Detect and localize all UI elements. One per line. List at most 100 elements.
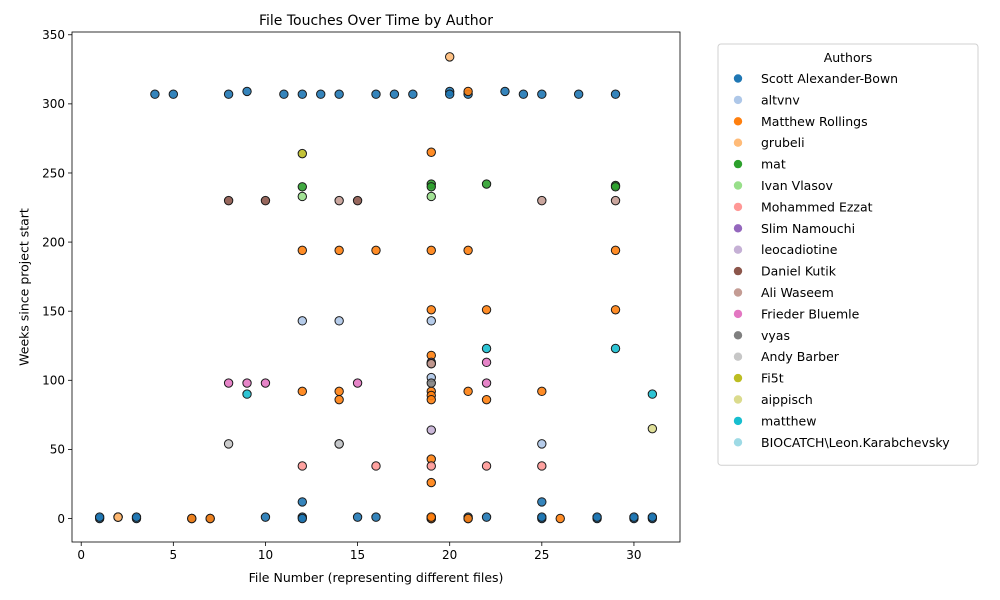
data-point	[481, 512, 492, 522]
data-point	[297, 386, 307, 397]
data-point	[463, 513, 473, 524]
data-point	[426, 512, 436, 522]
x-tick-label: 15	[350, 548, 365, 562]
data-point	[573, 89, 584, 99]
data-point	[297, 182, 307, 192]
legend-marker	[733, 331, 743, 340]
legend-label: Scott Alexander-Bown	[761, 71, 898, 86]
legend: Authors Scott Alexander-Bown altvnv Matthe…	[717, 43, 979, 466]
y-tick-label: 50	[50, 443, 65, 457]
legend-marker	[733, 309, 743, 319]
legend-entry: matthew	[733, 413, 816, 428]
legend-label: Matthew Rollings	[761, 114, 868, 129]
legend-label: matthew	[761, 413, 816, 428]
series-3	[113, 52, 455, 522]
legend-entry: Ivan Vlasov	[733, 178, 833, 193]
data-point	[242, 86, 252, 97]
data-point	[242, 378, 252, 388]
legend-entry: Mohammed Ezzat	[733, 199, 873, 214]
x-tick-label: 25	[534, 548, 549, 562]
x-tick-label: 30	[626, 548, 641, 562]
data-point	[334, 439, 344, 449]
data-point	[647, 512, 658, 522]
legend-label: Daniel Kutik	[761, 264, 837, 279]
chart-title: File Touches Over Time by Author	[259, 13, 493, 29]
data-point	[426, 477, 436, 488]
legend-marker	[733, 74, 743, 83]
legend-entry: leocadiotine	[733, 242, 838, 257]
data-point	[610, 343, 621, 354]
y-axis: 0 50 100 150 200 250 300 350	[42, 28, 72, 526]
data-point	[223, 89, 234, 99]
legend-marker	[733, 352, 743, 361]
legend-entry: Fi5t	[733, 371, 784, 386]
legend-label: aippisch	[761, 392, 813, 407]
data-point	[537, 497, 547, 507]
legend-marker	[733, 266, 743, 276]
legend-marker	[733, 224, 743, 233]
legend-marker	[733, 288, 743, 297]
data-point	[297, 513, 307, 524]
data-point	[445, 52, 455, 62]
series-6	[297, 461, 547, 471]
data-point	[481, 394, 492, 405]
data-point	[610, 195, 621, 206]
legend-marker	[733, 245, 743, 254]
data-point	[242, 389, 252, 399]
legend-label: Mohammed Ezzat	[761, 199, 873, 214]
series-13	[223, 439, 344, 449]
legend-marker	[733, 117, 743, 126]
legend-label: altvnv	[761, 92, 800, 107]
legend-entry: Daniel Kutik	[733, 264, 837, 279]
legend-entry: Slim Namouchi	[733, 221, 855, 236]
legend-entry: Frieder Bluemle	[733, 306, 860, 321]
plot-area	[71, 31, 681, 543]
legend-entry: altvnv	[733, 92, 800, 107]
data-point	[426, 305, 436, 315]
y-tick-label: 250	[42, 166, 65, 180]
y-axis-label: Weeks since project start	[17, 208, 32, 366]
series-16	[242, 343, 658, 399]
series-15	[647, 423, 658, 434]
x-tick-label: 5	[170, 548, 178, 562]
data-point	[334, 195, 344, 206]
series-4	[297, 179, 621, 192]
series-2	[113, 86, 621, 524]
legend-label: Ivan Vlasov	[761, 178, 833, 193]
x-axis: 0 5 10 15 20 25 30	[77, 542, 642, 562]
data-point	[426, 316, 436, 326]
plot-frame	[71, 31, 681, 543]
legend-marker	[733, 395, 743, 404]
data-point	[279, 89, 289, 99]
legend-entry: Ali Waseem	[733, 285, 834, 300]
legend-entry: Matthew Rollings	[733, 114, 868, 129]
data-point	[334, 89, 344, 99]
data-point	[113, 512, 123, 522]
data-point	[426, 394, 436, 405]
data-point	[334, 386, 344, 397]
legend-marker	[733, 202, 743, 212]
data-point	[426, 191, 436, 202]
data-point	[131, 512, 142, 522]
data-point	[297, 461, 307, 471]
data-point	[205, 513, 215, 524]
data-point	[537, 386, 547, 397]
data-point	[426, 461, 436, 471]
data-point	[463, 86, 473, 97]
data-point	[352, 378, 363, 388]
data-point	[260, 195, 271, 206]
series-0	[94, 86, 658, 524]
legend-label: leocadiotine	[761, 242, 838, 257]
data-point	[481, 357, 492, 368]
series-10	[334, 195, 621, 369]
x-tick-label: 0	[77, 548, 85, 562]
data-point	[481, 305, 492, 315]
legend-label: Slim Namouchi	[761, 221, 855, 236]
legend-title: Authors	[824, 50, 873, 65]
data-point	[260, 378, 271, 388]
data-point	[223, 195, 234, 206]
data-point	[537, 512, 547, 522]
series-8	[426, 425, 436, 435]
data-point	[223, 439, 234, 449]
data-point	[316, 89, 326, 99]
